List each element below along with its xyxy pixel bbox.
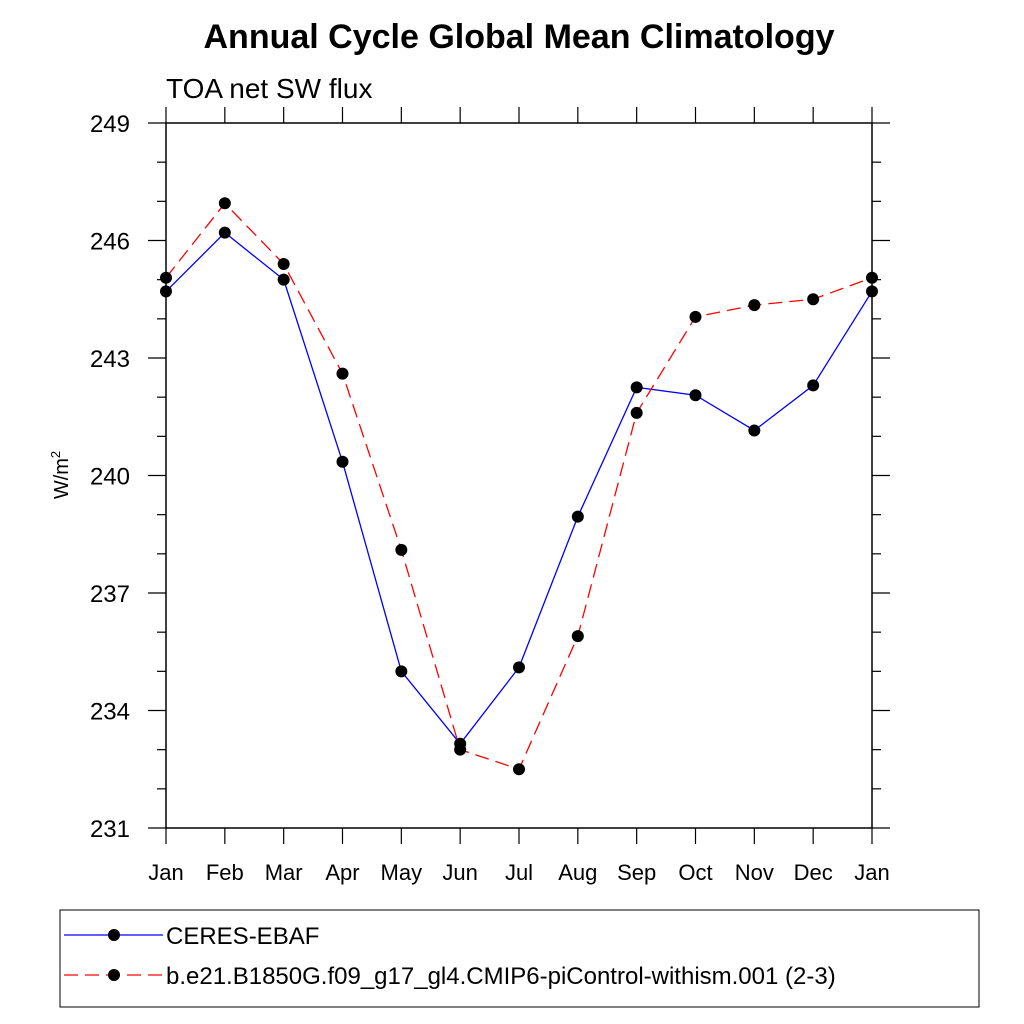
series-layer xyxy=(160,197,878,776)
data-point xyxy=(630,381,643,394)
data-point xyxy=(277,258,290,270)
legend: CERES-EBAF b.e21.B1850G.f09_g17_gl4.CMIP6… xyxy=(64,923,836,990)
y-axis-label-superscript: 2 xyxy=(48,451,63,458)
x-tick-label: Jul xyxy=(505,860,533,885)
x-tick-label: Aug xyxy=(558,860,597,885)
legend-item-2: b.e21.B1850G.f09_g17_gl4.CMIP6-piControl… xyxy=(64,963,836,990)
legend-marker xyxy=(108,929,120,941)
x-tick-label: Feb xyxy=(206,860,244,885)
chart-title: Annual Cycle Global Mean Climatology xyxy=(204,18,835,56)
legend-marker xyxy=(108,969,120,981)
series-2 xyxy=(160,197,878,776)
x-tick-label: Apr xyxy=(325,860,359,885)
data-point xyxy=(513,763,525,776)
x-tick-label: Oct xyxy=(678,860,712,885)
data-point xyxy=(160,271,172,284)
y-tick-label: 231 xyxy=(90,816,130,843)
y-tick-label: 246 xyxy=(90,229,130,256)
y-tick-labels: 231 234 237 240 243 246 249 xyxy=(90,111,130,843)
x-tick-labels: Jan Feb Mar Apr May Jun Jul Aug Sep Oct Nov Dec Jan xyxy=(148,860,889,885)
data-point xyxy=(395,665,408,678)
y-tick-label: 240 xyxy=(90,464,130,491)
data-point xyxy=(866,285,878,298)
x-tick-label: Sep xyxy=(617,860,656,885)
y-axis-label: W/m2 xyxy=(48,451,73,499)
y-tick-label: 237 xyxy=(90,581,130,608)
data-point xyxy=(336,367,349,380)
data-point xyxy=(807,379,820,392)
data-point xyxy=(866,271,878,284)
y-tick-label: 243 xyxy=(90,346,130,373)
legend-item-1: CERES-EBAF xyxy=(64,923,319,950)
data-point xyxy=(454,743,467,756)
data-point xyxy=(571,510,584,523)
legend-box xyxy=(59,909,980,1008)
legend-label: b.e21.B1850G.f09_g17_gl4.CMIP6-piControl… xyxy=(166,963,836,990)
data-point xyxy=(748,424,761,437)
chart-subtitle: TOA net SW flux xyxy=(166,73,372,104)
data-point xyxy=(218,197,231,210)
svg-text:W/m2: W/m2 xyxy=(48,451,73,499)
data-point xyxy=(395,543,408,556)
y-tick-label: 249 xyxy=(90,111,130,138)
data-point xyxy=(807,293,820,306)
x-tick-label: May xyxy=(381,860,423,885)
x-tick-label: Jan xyxy=(854,860,889,885)
series-1 xyxy=(160,226,878,750)
data-point xyxy=(160,285,172,298)
x-tick-label: Dec xyxy=(794,860,833,885)
axis-ticks xyxy=(148,107,890,844)
y-tick-label: 234 xyxy=(90,699,130,726)
data-point xyxy=(336,455,349,468)
y-axis-label-text: W/m xyxy=(51,458,73,499)
x-tick-label: Jan xyxy=(148,860,183,885)
data-point xyxy=(218,226,231,239)
x-tick-label: Mar xyxy=(265,860,303,885)
data-point xyxy=(689,389,702,402)
data-point xyxy=(630,406,643,419)
data-point xyxy=(689,310,702,323)
data-point xyxy=(571,630,584,643)
x-tick-label: Nov xyxy=(735,860,774,885)
x-tick-label: Jun xyxy=(442,860,477,885)
series-line xyxy=(165,202,873,771)
data-point xyxy=(513,661,525,674)
data-point xyxy=(748,299,761,312)
legend-label: CERES-EBAF xyxy=(166,923,319,950)
data-point xyxy=(277,273,290,286)
plot-frame xyxy=(165,122,873,829)
